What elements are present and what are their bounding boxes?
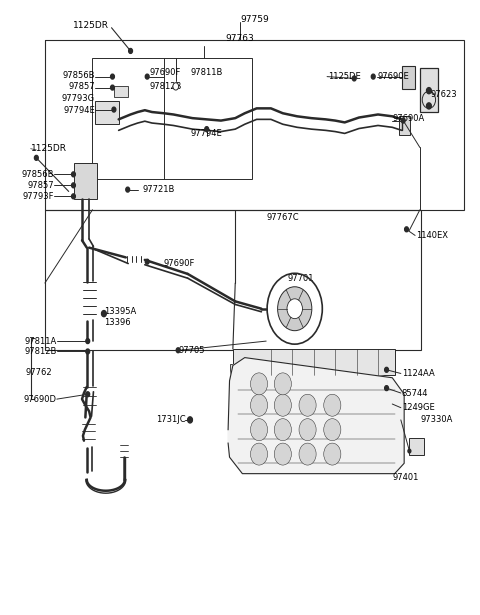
- Text: 97401: 97401: [392, 473, 419, 482]
- Polygon shape: [228, 357, 404, 474]
- Text: 97812B: 97812B: [150, 82, 182, 91]
- Circle shape: [126, 187, 130, 192]
- Text: 1140EX: 1140EX: [416, 231, 448, 240]
- Bar: [114, 85, 128, 97]
- Circle shape: [86, 349, 90, 354]
- Circle shape: [277, 287, 312, 331]
- Text: 97623: 97623: [431, 90, 457, 100]
- Circle shape: [427, 103, 432, 109]
- Bar: [45, 40, 464, 210]
- Text: 97811A: 97811A: [24, 336, 57, 346]
- Circle shape: [205, 127, 209, 132]
- Circle shape: [299, 443, 316, 465]
- Text: 97812B: 97812B: [24, 347, 57, 356]
- Text: 97811B: 97811B: [190, 68, 222, 77]
- Bar: [420, 68, 438, 112]
- Circle shape: [173, 82, 179, 90]
- Text: 97793G: 97793G: [62, 94, 95, 103]
- Text: 97690E: 97690E: [378, 72, 410, 81]
- Circle shape: [145, 260, 149, 264]
- Text: 1125DR: 1125DR: [73, 21, 109, 30]
- Circle shape: [110, 74, 114, 79]
- Circle shape: [251, 443, 267, 465]
- Circle shape: [251, 373, 267, 395]
- Circle shape: [384, 367, 388, 372]
- Text: 13395A: 13395A: [104, 308, 137, 316]
- Text: 97763: 97763: [226, 34, 254, 43]
- Circle shape: [72, 172, 75, 177]
- Circle shape: [274, 443, 291, 465]
- Circle shape: [176, 348, 180, 352]
- Text: 97793F: 97793F: [23, 192, 54, 201]
- Circle shape: [110, 85, 114, 90]
- Text: 97767C: 97767C: [266, 213, 299, 221]
- Circle shape: [72, 194, 75, 199]
- Circle shape: [274, 373, 291, 395]
- Bar: [409, 438, 424, 455]
- Text: 97794E: 97794E: [63, 106, 95, 115]
- Text: 13396: 13396: [104, 319, 131, 327]
- Text: 97690A: 97690A: [392, 114, 424, 122]
- Circle shape: [401, 118, 405, 123]
- Text: 97857: 97857: [68, 82, 95, 91]
- Circle shape: [324, 394, 341, 416]
- Circle shape: [299, 419, 316, 441]
- Circle shape: [372, 74, 375, 79]
- Circle shape: [408, 449, 411, 453]
- Bar: [93, 58, 252, 179]
- Circle shape: [427, 87, 432, 93]
- Text: 97721B: 97721B: [143, 185, 175, 194]
- Circle shape: [274, 394, 291, 416]
- Circle shape: [384, 386, 388, 391]
- Text: 97701: 97701: [288, 274, 314, 283]
- Circle shape: [145, 74, 149, 79]
- Text: 1249GE: 1249GE: [402, 403, 434, 412]
- Circle shape: [251, 394, 267, 416]
- Text: 97690F: 97690F: [150, 68, 181, 77]
- Text: 1125DR: 1125DR: [31, 144, 67, 153]
- Bar: [402, 66, 415, 89]
- Circle shape: [35, 156, 38, 161]
- Circle shape: [299, 394, 316, 416]
- Bar: [399, 116, 410, 135]
- Bar: [229, 363, 249, 381]
- Circle shape: [251, 419, 267, 441]
- Circle shape: [405, 227, 408, 232]
- Circle shape: [86, 339, 90, 344]
- Text: 1731JC: 1731JC: [156, 415, 185, 424]
- Circle shape: [86, 392, 90, 397]
- Text: 85744: 85744: [402, 389, 428, 397]
- Text: 97856B: 97856B: [22, 170, 54, 179]
- Text: 97857: 97857: [28, 181, 54, 190]
- Circle shape: [112, 107, 116, 112]
- Circle shape: [102, 311, 106, 317]
- Circle shape: [188, 417, 192, 423]
- Bar: [233, 349, 395, 375]
- Circle shape: [287, 299, 302, 319]
- Text: 97705: 97705: [178, 346, 204, 355]
- Circle shape: [129, 49, 132, 54]
- Bar: [45, 210, 421, 351]
- Circle shape: [274, 419, 291, 441]
- Text: 97856B: 97856B: [62, 71, 95, 80]
- Circle shape: [324, 443, 341, 465]
- Text: 97794E: 97794E: [191, 129, 223, 138]
- Circle shape: [72, 183, 75, 188]
- Bar: [74, 164, 97, 199]
- Text: 97330A: 97330A: [421, 415, 453, 424]
- Text: 97690F: 97690F: [164, 259, 195, 268]
- Text: 1125DE: 1125DE: [328, 72, 361, 81]
- Text: 97759: 97759: [240, 15, 269, 24]
- Bar: [95, 101, 119, 124]
- Text: 97762: 97762: [26, 368, 52, 378]
- Text: 97690D: 97690D: [24, 395, 57, 403]
- Circle shape: [352, 76, 356, 81]
- Circle shape: [324, 419, 341, 441]
- Text: 1124AA: 1124AA: [402, 369, 434, 378]
